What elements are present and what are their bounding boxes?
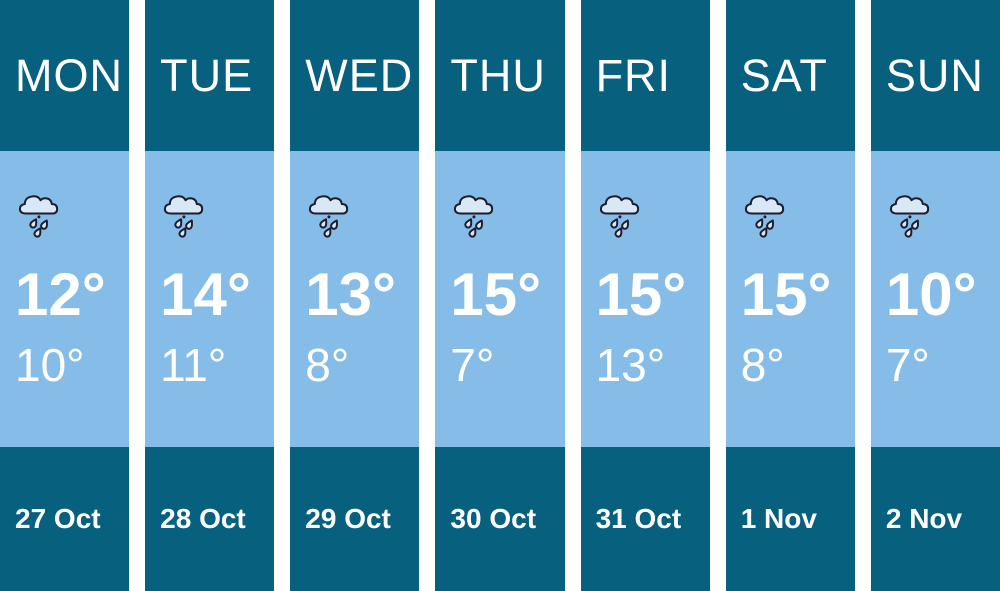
day-column: SUN 10° 7° 2 Nov (870, 0, 1000, 591)
low-temperature: 8° (305, 339, 350, 391)
day-body: 15° 13° (580, 151, 710, 447)
day-footer: 31 Oct (580, 447, 710, 591)
rain-cloud-icon (305, 192, 357, 240)
day-footer: 29 Oct (290, 447, 420, 591)
day-header: THU (435, 0, 565, 151)
day-body: 15° 7° (435, 151, 565, 447)
day-header: FRI (580, 0, 710, 151)
date-label: 30 Oct (450, 503, 537, 534)
high-temperature: 15° (595, 261, 687, 328)
day-body: 10° 7° (870, 151, 1000, 447)
day-column: MON 12° 10° 27 Oct (0, 0, 130, 591)
high-temperature: 14° (160, 261, 251, 328)
date-label: 1 Nov (740, 503, 817, 534)
rain-cloud-icon (450, 192, 502, 240)
day-body: 13° 8° (290, 151, 420, 447)
day-column: THU 15° 7° 30 Oct (435, 0, 565, 591)
high-temperature: 12° (15, 261, 106, 328)
day-footer: 27 Oct (0, 447, 130, 591)
rain-cloud-icon (596, 192, 648, 240)
day-name-label: MON (15, 50, 123, 101)
high-temperature: 13° (305, 261, 397, 328)
day-header: TUE (145, 0, 275, 151)
day-footer: 30 Oct (435, 447, 565, 591)
day-header: MON (0, 0, 130, 151)
day-name-label: FRI (595, 50, 672, 101)
day-column: FRI 15° 13° 31 Oct (580, 0, 710, 591)
day-name-label: THU (450, 50, 546, 101)
rain-cloud-icon (160, 192, 212, 240)
day-column: TUE 14° 11° 28 Oct (145, 0, 275, 591)
high-temperature: 10° (885, 261, 977, 328)
high-temperature: 15° (740, 261, 832, 328)
low-temperature: 7° (450, 339, 495, 391)
rain-cloud-icon (886, 192, 938, 240)
day-footer: 1 Nov (725, 447, 855, 591)
low-temperature: 13° (595, 339, 666, 391)
day-body: 15° 8° (725, 151, 855, 447)
low-temperature: 7° (885, 339, 930, 391)
day-body: 12° 10° (0, 151, 130, 447)
low-temperature: 8° (740, 339, 785, 391)
day-name-label: SAT (740, 50, 828, 101)
date-label: 28 Oct (160, 503, 246, 534)
day-header: WED (290, 0, 420, 151)
low-temperature: 11° (160, 339, 227, 391)
day-column: WED 13° 8° 29 Oct (290, 0, 420, 591)
rain-cloud-icon (741, 192, 793, 240)
date-label: 31 Oct (595, 503, 682, 534)
day-name-label: TUE (160, 50, 254, 101)
day-header: SAT (725, 0, 855, 151)
day-footer: 28 Oct (145, 447, 275, 591)
day-name-label: WED (305, 50, 414, 101)
date-label: 27 Oct (15, 503, 101, 534)
date-label: 29 Oct (305, 503, 391, 534)
day-footer: 2 Nov (870, 447, 1000, 591)
date-label: 2 Nov (885, 503, 963, 534)
low-temperature: 10° (15, 339, 85, 391)
day-name-label: SUN (885, 50, 984, 101)
high-temperature: 15° (450, 261, 542, 328)
day-header: SUN (870, 0, 1000, 151)
day-body: 14° 11° (145, 151, 275, 447)
rain-cloud-icon (15, 192, 67, 240)
day-column: SAT 15° 8° 1 Nov (725, 0, 855, 591)
